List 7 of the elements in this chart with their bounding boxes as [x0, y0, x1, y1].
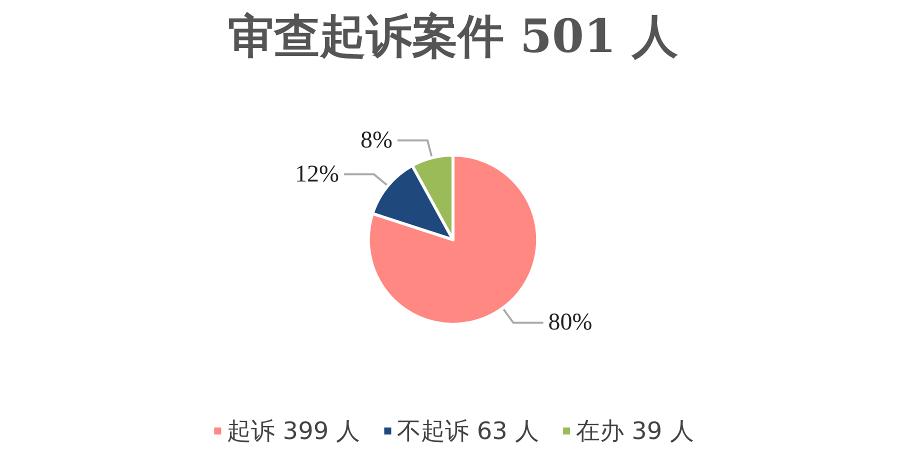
data-label: 80% [548, 310, 592, 336]
legend-label: 不起诉 63 人 [397, 417, 540, 445]
legend-label: 起诉 399 人 [227, 417, 360, 445]
legend-label: 在办 39 人 [576, 417, 694, 445]
data-label: 12% [294, 161, 339, 188]
data-label: 8% [360, 127, 392, 154]
chart-title: 审查起诉案件 501 人 [228, 9, 678, 63]
